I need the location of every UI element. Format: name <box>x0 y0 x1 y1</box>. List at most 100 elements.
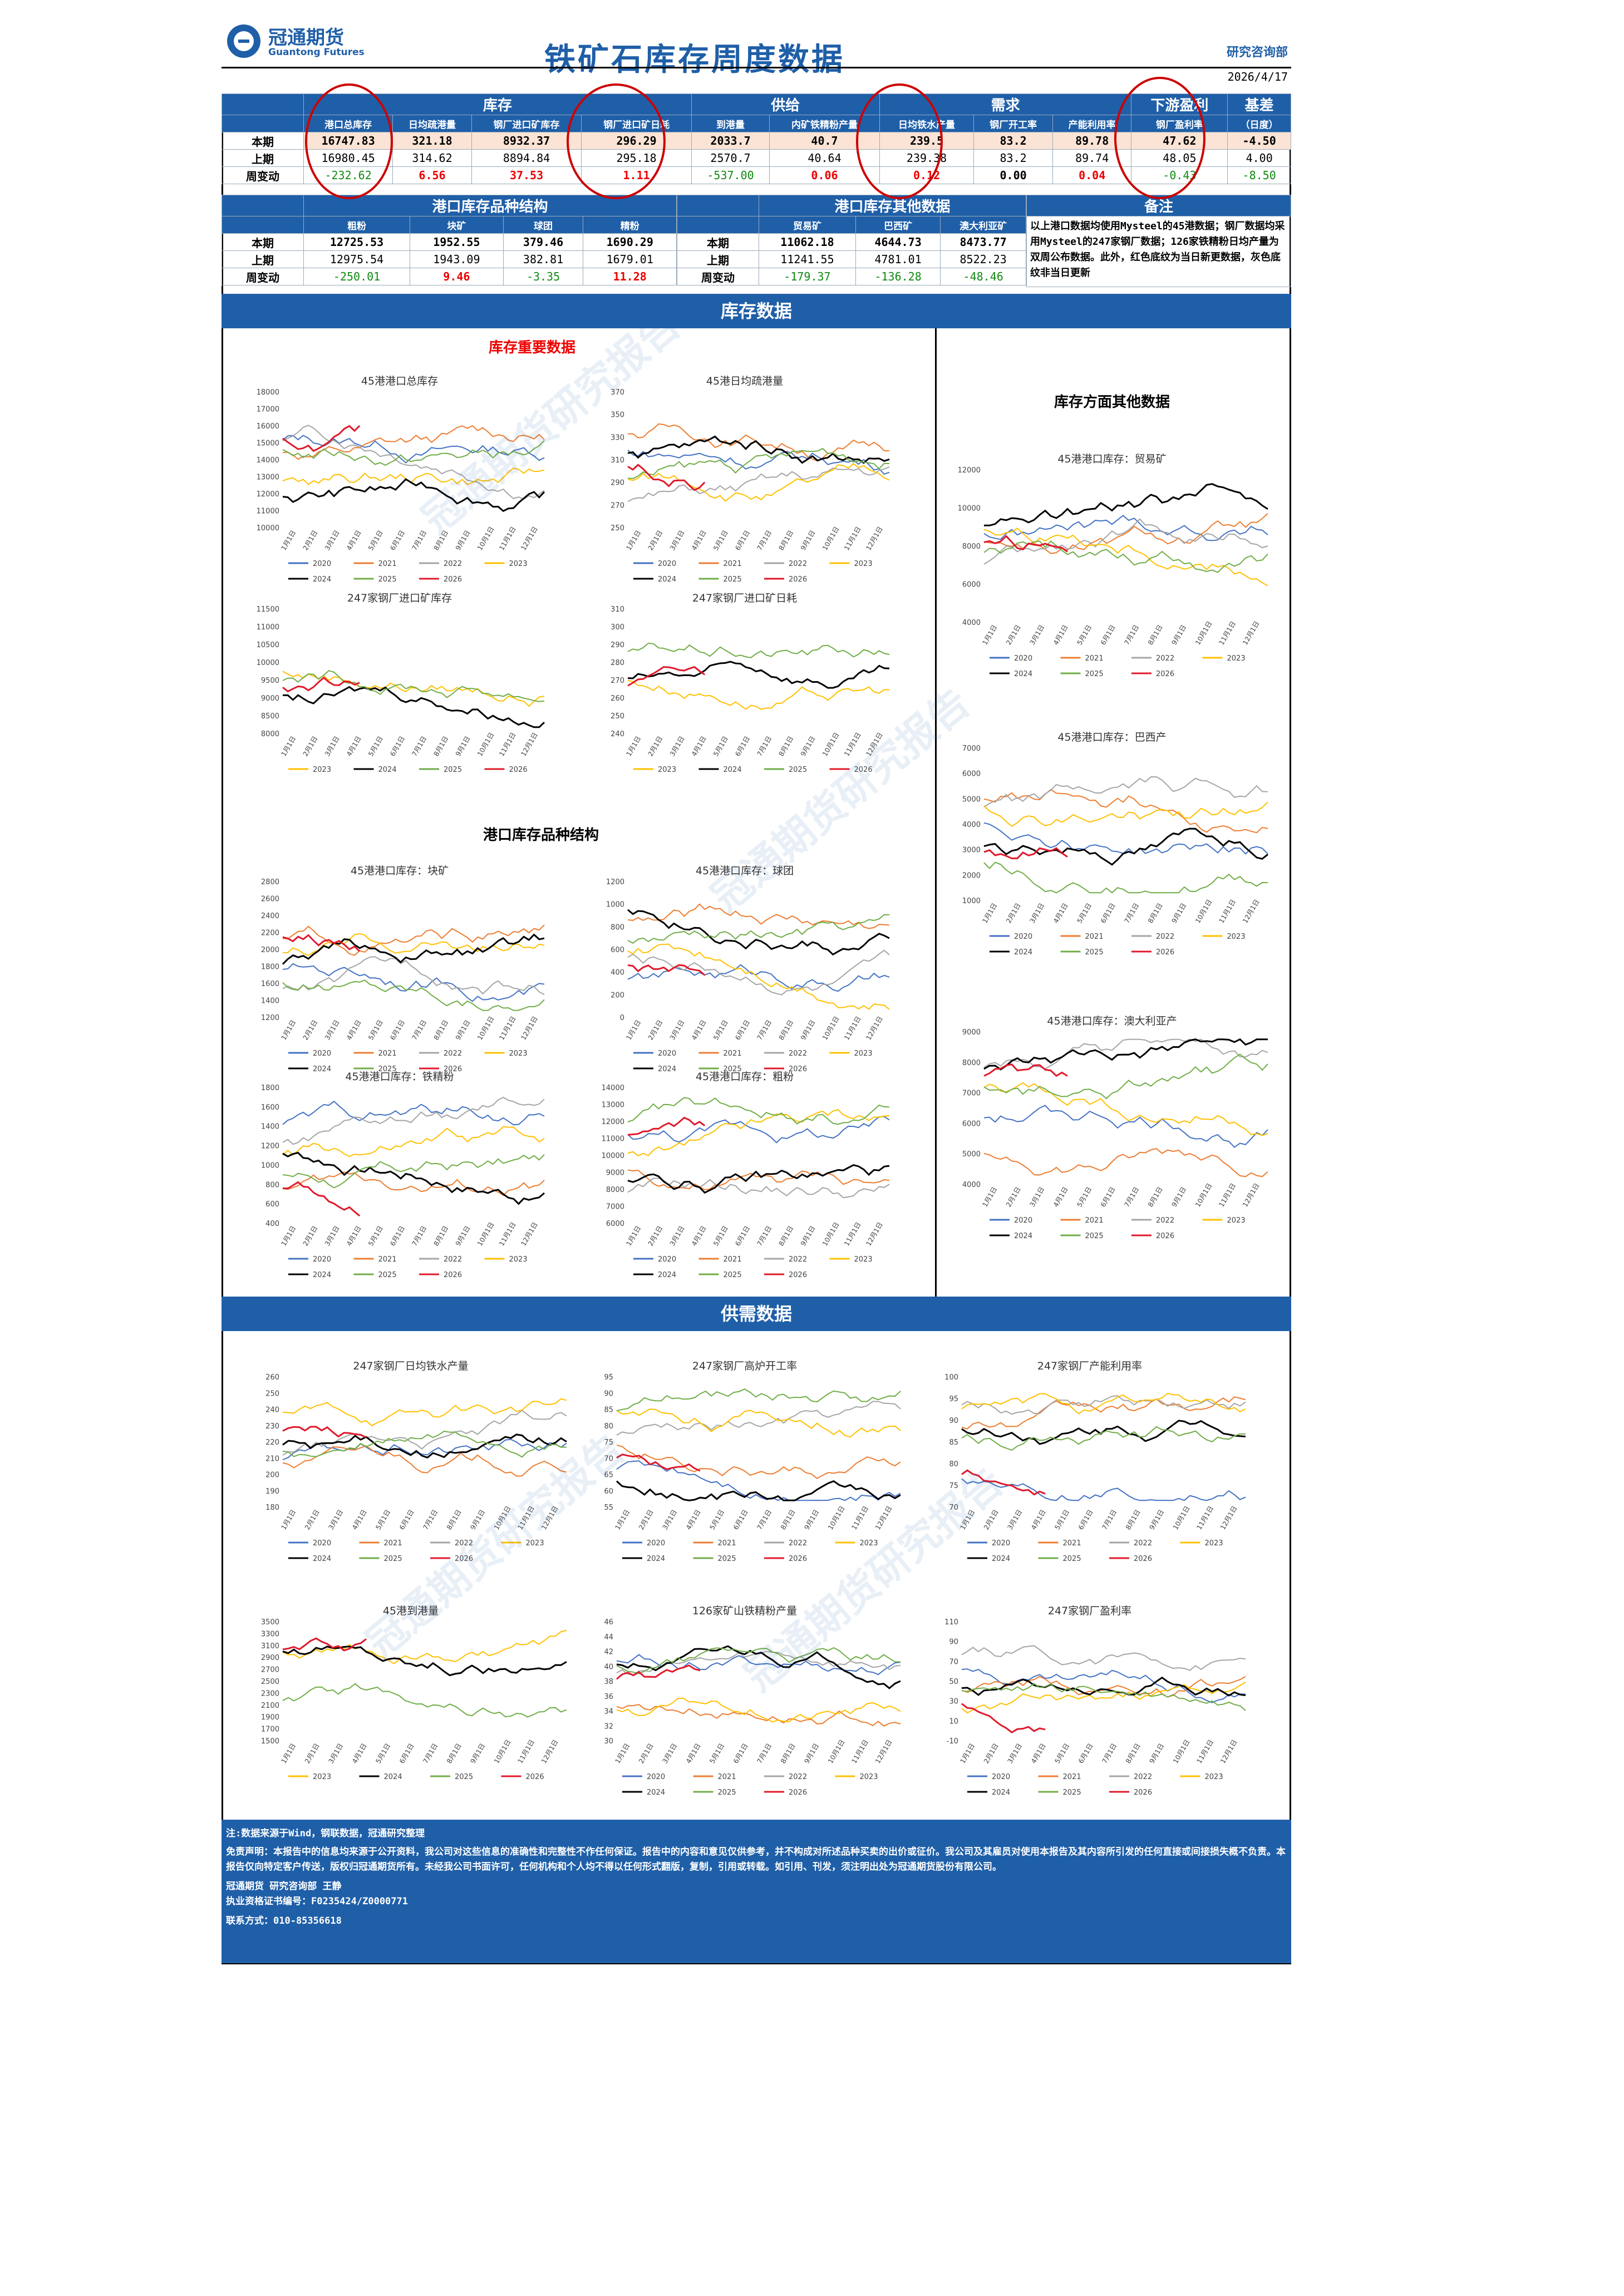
row-label: 上期 <box>222 250 304 268</box>
y-tick-label: 190 <box>265 1487 279 1496</box>
series-line-2026 <box>627 464 706 491</box>
y-tick-label: 290 <box>611 479 624 487</box>
legend-label: 2026 <box>455 1555 473 1563</box>
chart-title: 247家钢厂盈利率 <box>1047 1605 1132 1617</box>
legend-label: 2020 <box>658 1255 676 1264</box>
section-supply-demand: 供需数据 <box>222 1297 1291 1331</box>
y-tick-label: 6000 <box>962 581 981 589</box>
x-tick-label: 11月1日 <box>843 1015 863 1042</box>
x-tick-label: 2月1日 <box>1005 623 1022 646</box>
x-tick-label: 4月1日 <box>1030 1742 1047 1765</box>
x-tick-label: 4月1日 <box>1052 623 1070 646</box>
legend-label: 2024 <box>313 1555 331 1563</box>
series-line-2026 <box>282 1426 367 1438</box>
y-tick-label: 2700 <box>261 1666 279 1674</box>
series-line-2023 <box>282 1126 545 1157</box>
table-cell: -537.00 <box>691 166 770 184</box>
series-line-2021 <box>983 1147 1268 1177</box>
table-cell: 379.46 <box>503 233 584 251</box>
series-line-2022 <box>627 1177 890 1199</box>
series-line-2022 <box>282 1410 567 1456</box>
x-tick-label: 11月1日 <box>1217 620 1237 647</box>
x-tick-label: 7月1日 <box>410 529 428 551</box>
x-tick-label: 8月1日 <box>1146 1185 1164 1208</box>
x-tick-label: 6月1日 <box>734 529 751 551</box>
y-tick-label: 2000 <box>962 871 981 880</box>
row-label: 本期 <box>677 233 759 251</box>
y-tick-label: 370 <box>611 388 624 397</box>
x-tick-label: 11月1日 <box>498 1221 518 1248</box>
series-line-2021 <box>282 1171 545 1196</box>
x-tick-label: 5月1日 <box>374 1508 392 1531</box>
panel-divider <box>935 328 937 1297</box>
x-tick-label: 6月1日 <box>1077 1742 1095 1765</box>
x-tick-label: 6月1日 <box>398 1742 416 1765</box>
legend-label: 2022 <box>1156 654 1174 663</box>
chart-c17: 247家钢厂盈利率 110 90 70 50 30 10 -10 1月1日 2月1日 3月1日 4月1… <box>923 1603 1257 1803</box>
x-tick-label: 5月1日 <box>374 1742 392 1765</box>
chart-title: 45港港口库存：铁精粉 <box>345 1071 454 1083</box>
y-tick-label: 330 <box>611 433 624 442</box>
y-tick-label: 42 <box>604 1648 613 1657</box>
legend-label: 2022 <box>789 1050 807 1058</box>
series-line-2020 <box>282 963 545 1002</box>
x-tick-label: 7月1日 <box>755 1508 773 1531</box>
other-table: 港口库存其他数据 贸易矿 巴西矿 澳大利亚矿 本期 11062.18 4644.73 84… <box>677 195 1026 285</box>
highlight-circle <box>1114 77 1205 199</box>
y-tick-label: 46 <box>604 1618 613 1627</box>
basis-subheader: （日度） <box>1227 115 1291 132</box>
y-tick-label: 9000 <box>261 694 279 703</box>
y-tick-label: 1900 <box>261 1713 279 1722</box>
x-tick-label: 11月1日 <box>498 525 518 552</box>
x-tick-label: 2月1日 <box>647 735 665 757</box>
x-tick-label: 5月1日 <box>1075 1185 1093 1208</box>
chart-c12: 247家钢厂日均铁水产量 260 250 240 230 220 210 200 190 180 1… <box>244 1358 578 1569</box>
chart-svg: 2800 2600 2400 2200 2000 1800 1600 1400 12001月1日… <box>261 878 545 1073</box>
series-line-2026 <box>616 1664 701 1680</box>
x-tick-label: 12月1日 <box>1241 620 1261 647</box>
column-header: 贸易矿 <box>759 216 856 234</box>
x-tick-label: 5月1日 <box>712 735 730 757</box>
legend-label: 2026 <box>1156 1232 1174 1240</box>
y-tick-label: 7000 <box>962 1090 981 1098</box>
x-tick-label: 6月1日 <box>1077 1508 1095 1531</box>
y-tick-label: 280 <box>611 659 624 667</box>
x-tick-label: 7月1日 <box>410 1224 428 1247</box>
x-tick-label: 6月1日 <box>734 735 751 757</box>
series-line-2025 <box>282 440 545 466</box>
x-tick-label: 12月1日 <box>864 1015 884 1042</box>
legend-label: 2022 <box>455 1539 473 1548</box>
y-tick-label: 9000 <box>606 1169 624 1177</box>
series-line-2023 <box>616 1408 901 1438</box>
column-header: 钢厂开工率 <box>973 115 1053 132</box>
series-line-2020 <box>627 449 890 475</box>
legend-label: 2023 <box>854 560 873 568</box>
table-cell: 321.18 <box>392 132 472 150</box>
x-tick-label: 8月1日 <box>432 1018 450 1041</box>
legend-label: 2023 <box>509 1050 528 1058</box>
x-tick-label: 10月1日 <box>476 525 496 552</box>
x-tick-label: 2月1日 <box>302 529 319 551</box>
series-line-2026 <box>282 676 360 693</box>
y-tick-label: 85 <box>604 1406 613 1415</box>
table-row: 周变动 -179.37 -136.28 -48.46 <box>677 268 1026 285</box>
row-label: 周变动 <box>222 166 304 184</box>
y-tick-label: 3000 <box>962 846 981 855</box>
x-tick-label: 3月1日 <box>668 1224 686 1247</box>
x-tick-label: 3月1日 <box>1006 1742 1023 1765</box>
y-tick-label: 10000 <box>958 505 981 513</box>
chart-c11: 45港港口库存：澳大利亚产 9000 8000 7000 6000 5000 4000 1月1… <box>945 1013 1279 1246</box>
x-tick-label: 11月1日 <box>1195 1505 1215 1531</box>
column-header: 澳大利亚矿 <box>940 216 1026 234</box>
x-tick-label: 5月1日 <box>367 1224 385 1247</box>
series-line-2025 <box>627 642 890 658</box>
chart-title: 45港港口库存：澳大利亚产 <box>1047 1015 1177 1027</box>
y-tick-label: 1000 <box>606 901 624 909</box>
series-line-2020 <box>627 1116 890 1144</box>
table-cell: 6.56 <box>392 166 472 184</box>
x-tick-label: 9月1日 <box>469 1742 486 1765</box>
series-line-2022 <box>961 1395 1246 1415</box>
table-cell: 12975.54 <box>303 250 411 268</box>
x-tick-label: 10月1日 <box>476 1221 496 1248</box>
